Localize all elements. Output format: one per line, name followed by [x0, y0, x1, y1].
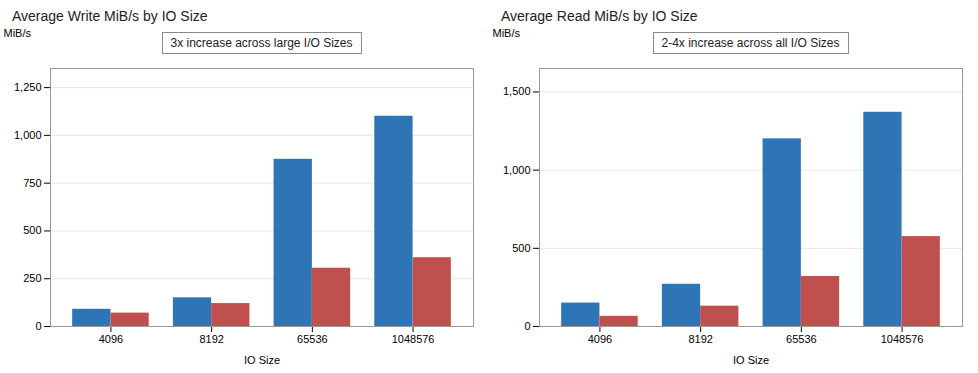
svg-text:IO Size: IO Size: [244, 354, 280, 366]
svg-text:IO Size: IO Size: [733, 354, 769, 366]
html-text:Average Read MiB/s by IO Size: Average Read MiB/s by IO Size: [501, 8, 698, 24]
svg-text:0: 0: [35, 320, 41, 332]
svg-text:250: 250: [23, 272, 41, 284]
svg-text:4096: 4096: [99, 333, 123, 345]
svg-text:500: 500: [512, 242, 530, 254]
html-text:2-4x increase across all I/O S: 2-4x increase across all I/O Sizes: [661, 36, 840, 50]
svg-text:65536: 65536: [297, 333, 328, 345]
svg-text:8192: 8192: [199, 333, 223, 345]
svg-text:1,250: 1,250: [14, 81, 42, 93]
svg-text:8192: 8192: [688, 333, 712, 345]
svg-text:65536: 65536: [786, 333, 817, 345]
svg-text:1,000: 1,000: [14, 129, 42, 141]
svg-text:MiB/s: MiB/s: [4, 27, 32, 39]
svg-text:750: 750: [23, 177, 41, 189]
svg-text:500: 500: [23, 224, 41, 236]
html-text:3x increase across large I/O S: 3x increase across large I/O Sizes: [170, 36, 353, 50]
svg-text:MiB/s: MiB/s: [493, 27, 521, 39]
svg-text:1048576: 1048576: [881, 333, 924, 345]
svg-text:0: 0: [524, 320, 530, 332]
svg-text:1,500: 1,500: [503, 85, 531, 97]
svg-text:1048576: 1048576: [392, 333, 435, 345]
svg-text:4096: 4096: [588, 333, 612, 345]
html-text:Average Write MiB/s by IO Size: Average Write MiB/s by IO Size: [12, 8, 208, 24]
svg-text:1,000: 1,000: [503, 164, 531, 176]
